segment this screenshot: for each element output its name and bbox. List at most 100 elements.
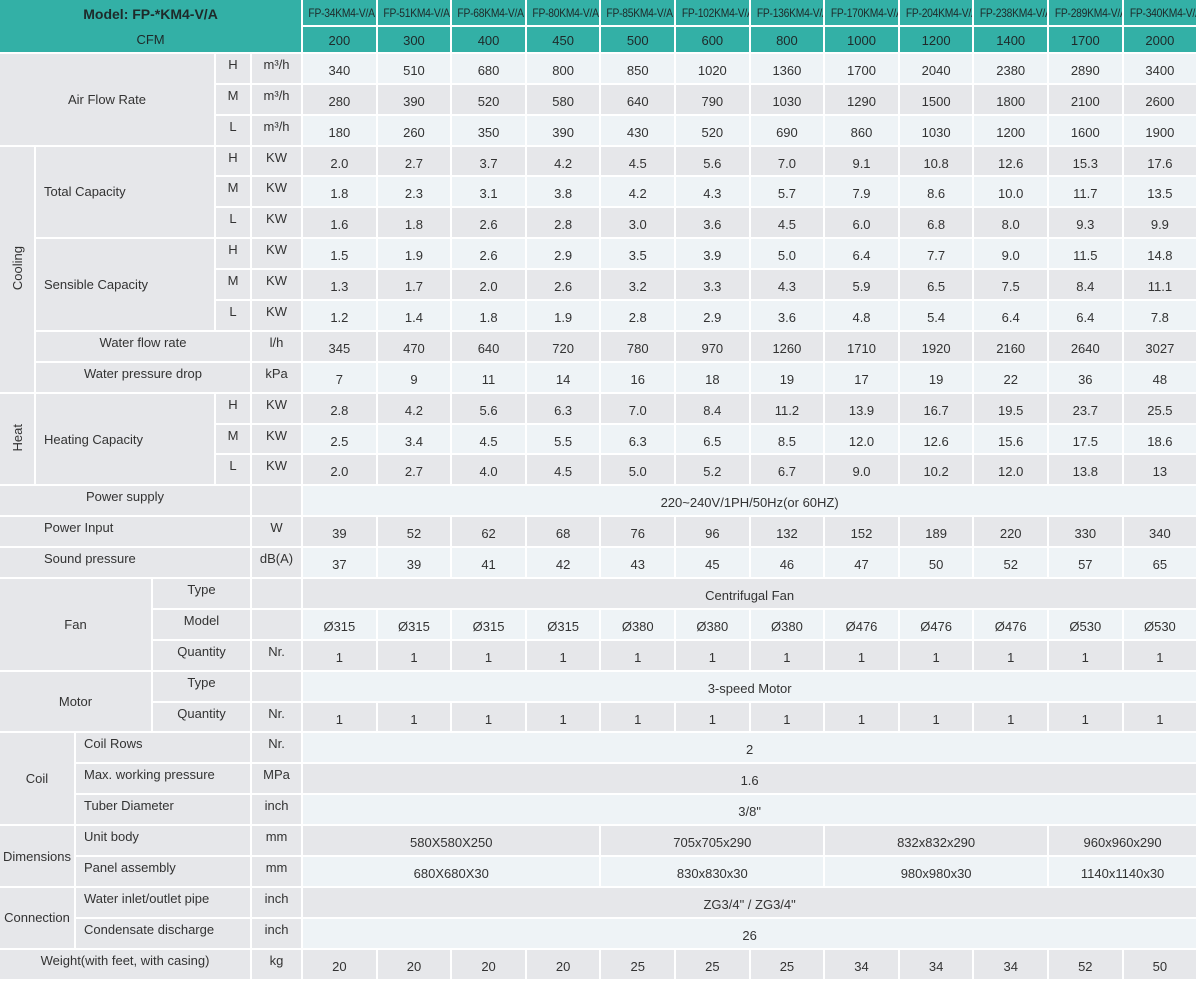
speed-label: M — [216, 270, 252, 302]
value-cell: 5.5 — [526, 424, 602, 456]
value-cell: 7.9 — [825, 177, 900, 209]
value-cell: 3027 — [1123, 331, 1199, 363]
model-name-text: FP-68KM4-V/A — [457, 5, 525, 20]
value-cell: 1.7 — [377, 270, 453, 302]
value-cell: 3.2 — [601, 270, 677, 302]
power-input-label: Power Input — [0, 517, 252, 549]
cfm-value: 500 — [601, 27, 677, 54]
value-cell: 25.5 — [1123, 393, 1199, 425]
speed-label: H — [216, 53, 252, 85]
value-cell: 14 — [526, 362, 602, 394]
value-cell: 13 — [1123, 455, 1199, 487]
value-cell: 19 — [750, 362, 826, 394]
unit-label: Nr. — [252, 702, 304, 734]
total-capacity-row: M KW 1.8 2.3 3.1 3.8 4.2 4.3 5.7 7.9 8.6 10.0 11.7 13… — [0, 177, 1199, 209]
value-cell: 3.5 — [601, 239, 677, 271]
value-cell: 6.3 — [526, 393, 602, 425]
value-cell: 2640 — [1049, 331, 1124, 363]
unit-label: Nr. — [252, 733, 304, 765]
heating-capacity-row: L KW 2.0 2.7 4.0 4.5 5.0 5.2 6.7 9.0 10.2 12.0 13.8 1… — [0, 455, 1199, 487]
value-cell: 23.7 — [1049, 393, 1124, 425]
cfm-value: 300 — [377, 27, 453, 54]
dimension-value: 705x705x290 — [601, 826, 826, 858]
fan-type-label: Type — [153, 579, 252, 610]
unit-label: KW — [252, 177, 304, 209]
value-cell: Ø315 — [526, 609, 602, 641]
coil-rows-row: Coil Coil Rows Nr. 2 — [0, 733, 1199, 827]
value-cell: 34 — [825, 949, 900, 981]
unit-label: inch — [252, 887, 304, 919]
value-cell: 9.9 — [1123, 208, 1199, 240]
value-cell: 12.0 — [825, 424, 900, 456]
value-cell: 1 — [377, 640, 453, 672]
model-title: Model: FP-*KM4-V/A — [0, 0, 304, 27]
value-cell: 2.8 — [601, 301, 677, 332]
value-cell: 1.4 — [377, 301, 453, 332]
value-cell: 4.0 — [452, 455, 527, 487]
value-cell: 1900 — [1123, 115, 1199, 147]
value-cell: Ø315 — [452, 609, 527, 641]
value-cell: 1.8 — [452, 301, 527, 332]
value-cell: Ø315 — [377, 609, 453, 641]
value-cell: 4.5 — [601, 146, 677, 178]
spanned-value-cell: Centrifugal Fan — [303, 579, 1199, 610]
value-cell: 1600 — [1049, 115, 1124, 147]
sensible-capacity-row: M KW 1.3 1.7 2.0 2.6 3.2 3.3 4.3 5.9 6.5 7.5 8.4 11.1 — [0, 270, 1199, 302]
value-cell: 1 — [452, 702, 527, 734]
unit-label: KW — [252, 208, 304, 240]
speed-label: H — [216, 146, 252, 178]
speed-label: M — [216, 177, 252, 209]
value-cell: 390 — [377, 84, 453, 116]
value-cell: 5.7 — [750, 177, 826, 209]
value-cell: 1 — [601, 640, 677, 672]
value-cell: 11.2 — [750, 393, 826, 425]
cfm-value: 450 — [526, 27, 602, 54]
dimension-value: 580X580X250 — [303, 826, 602, 858]
value-cell: 16.7 — [899, 393, 975, 425]
model-name: FP-34KM4-V/A — [303, 0, 378, 27]
unit-label — [252, 609, 304, 641]
water-pipe-label: Water inlet/outlet pipe — [76, 887, 252, 919]
unit-label: m³/h — [252, 115, 304, 147]
value-cell: 2.0 — [303, 455, 378, 487]
unit-label: m³/h — [252, 53, 304, 85]
value-cell: 6.7 — [750, 455, 826, 487]
value-cell: Ø380 — [601, 609, 677, 641]
value-cell: 1 — [676, 702, 751, 734]
value-cell: 3.0 — [601, 208, 677, 240]
value-cell: 2380 — [974, 53, 1049, 85]
speed-label: H — [216, 239, 252, 271]
dimensions-label: Dimensions — [0, 826, 76, 888]
value-cell: 62 — [452, 517, 527, 549]
value-cell: 4.5 — [526, 455, 602, 487]
value-cell: 1 — [974, 640, 1049, 672]
model-name: FP-170KM4-V/A — [825, 0, 900, 27]
model-name-text: FP-289KM4-V/A — [1054, 5, 1124, 20]
value-cell: 7.7 — [899, 239, 975, 271]
speed-label: H — [216, 393, 252, 425]
value-cell: 6.0 — [825, 208, 900, 240]
value-cell: 25 — [676, 949, 751, 981]
speed-label: L — [216, 301, 252, 332]
unit-label: dB(A) — [252, 548, 304, 580]
motor-type-row: Motor Type 3-speed Motor — [0, 671, 1199, 734]
max-working-pressure-label: Max. working pressure — [76, 764, 252, 796]
value-cell: 340 — [1123, 517, 1199, 549]
value-cell: 4.2 — [601, 177, 677, 209]
value-cell: 1 — [303, 640, 378, 672]
value-cell: 720 — [526, 331, 602, 363]
value-cell: 4.2 — [526, 146, 602, 178]
value-cell: 96 — [676, 517, 751, 549]
value-cell: 2890 — [1049, 53, 1124, 85]
speed-label: L — [216, 115, 252, 147]
motor-quantity-label: Quantity — [153, 702, 252, 734]
heating-capacity-row: M KW 2.5 3.4 4.5 5.5 6.3 6.5 8.5 12.0 12.6 15.6 17.5… — [0, 424, 1199, 456]
value-cell: 3.3 — [676, 270, 751, 302]
cfm-value: 200 — [303, 27, 378, 54]
sensible-capacity-row: L KW 1.2 1.4 1.8 1.9 2.8 2.9 3.6 4.8 5.4 6.4 6.4 7.8 — [0, 301, 1199, 332]
value-cell: Ø380 — [676, 609, 751, 641]
tube-diameter-label: Tuber Diameter — [76, 795, 252, 827]
value-cell: 3400 — [1123, 53, 1199, 85]
model-name-text: FP-85KM4-V/A — [606, 5, 674, 20]
value-cell: 22 — [974, 362, 1049, 394]
